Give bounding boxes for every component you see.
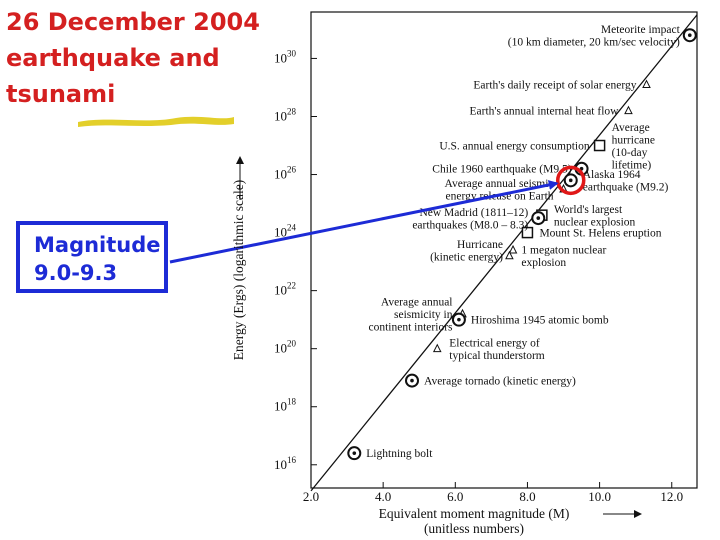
point-label: World's largest nuclear explosion	[554, 204, 636, 229]
x-tick-label: 12.0	[660, 489, 683, 504]
point-triangle	[432, 343, 442, 353]
point-label: Average annual seismicity in continent int…	[369, 296, 454, 333]
x-tick-label: 10.0	[588, 489, 611, 504]
point-label: Average hurricane (10-day lifetime)	[612, 122, 655, 172]
point-center	[457, 317, 461, 322]
data-labels: Meteorite impact (10 km diameter, 20 km/s…	[366, 24, 680, 460]
callout-line-2: 9.0-9.3	[34, 261, 118, 285]
y-tick-label: 1016	[274, 455, 297, 472]
x-tick-label: 8.0	[519, 489, 535, 504]
point-label: Average annual seismicenergy release on …	[445, 178, 554, 203]
point-square	[521, 226, 534, 239]
slide-title: 26 December 2004 earthquake and tsunami	[6, 4, 276, 112]
title-line-3: tsunami	[6, 80, 116, 108]
y-tick-label: 1024	[274, 223, 297, 240]
point-label: Mount St. Helens eruption	[539, 228, 661, 240]
point-label: Meteorite impact (10 km diameter, 20 km/s…	[508, 24, 681, 49]
highlighter-stroke	[78, 116, 234, 127]
title-line-1: 26 December 2004	[6, 8, 260, 36]
x-axis-subtitle: (unitless numbers)	[424, 521, 524, 536]
point-label: Earth's annual internal heat flow	[469, 106, 619, 118]
y-tick-label: 1020	[274, 339, 297, 356]
y-tick-label: 1022	[274, 281, 296, 298]
x-tick-label: 4.0	[375, 489, 391, 504]
x-axis-title: Equivalent moment magnitude (M)	[379, 506, 570, 521]
y-axis-title: Energy (Ergs) (logarithmic scale)	[231, 180, 246, 361]
point-label: 1 megaton nuclear explosion	[521, 245, 606, 270]
data-points	[347, 28, 697, 461]
point-label: U.S. annual energy consumption	[439, 141, 589, 153]
point-label: Lightning bolt	[366, 448, 433, 460]
plot-frame	[310, 11, 698, 489]
point-triangle	[508, 244, 518, 254]
callout-arrow	[169, 180, 559, 264]
title-line-2: earthquake and	[6, 44, 220, 72]
point-center	[568, 178, 573, 183]
point-label: Earth's daily receipt of solar energy	[473, 80, 636, 92]
point-label: Hiroshima 1945 atomic bomb	[471, 315, 609, 327]
point-label: Average tornado (kinetic energy)	[424, 376, 576, 388]
point-square	[593, 139, 606, 152]
point-label: Chile 1960 earthquake (M9.5)	[432, 164, 571, 176]
point-label: Hurricane (kinetic energy)	[430, 239, 503, 264]
point-center	[410, 378, 414, 383]
x-axis-ticks: 2.0 4.0 6.0 8.0 10.0 12.0	[303, 482, 683, 504]
point-triangle	[624, 105, 633, 115]
x-tick-label: 2.0	[303, 489, 319, 504]
point-triangle	[505, 250, 514, 260]
y-tick-label: 1026	[274, 165, 297, 182]
y-axis-ticks: 1016 1018 1020 1022 1024 1026 1028 1030	[274, 48, 317, 472]
point-label: Electrical energy of typical thunderstorm	[449, 337, 545, 362]
x-tick-label: 6.0	[447, 489, 463, 504]
point-center	[536, 216, 541, 220]
magnitude-callout: Magnitude 9.0-9.3	[16, 221, 168, 293]
y-tick-label: 1018	[274, 397, 297, 414]
trend-line	[310, 14, 698, 492]
callout-line-1: Magnitude	[34, 233, 161, 257]
y-tick-label: 1030	[274, 48, 297, 65]
point-label: New Madrid (1811–12) earthquakes (M8.0 – …	[412, 207, 528, 232]
point-triangle	[642, 79, 651, 89]
point-label: Alaska 1964 earthquake (M9.2)	[583, 169, 669, 194]
y-tick-label: 1028	[274, 106, 297, 123]
point-center	[687, 33, 692, 38]
point-center	[352, 451, 357, 455]
